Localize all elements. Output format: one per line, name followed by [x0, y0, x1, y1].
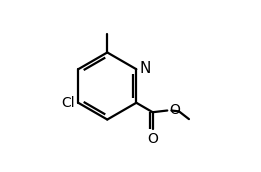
Text: O: O [147, 132, 158, 146]
Text: Cl: Cl [62, 96, 75, 110]
Text: O: O [169, 103, 180, 117]
Text: N: N [139, 61, 151, 76]
